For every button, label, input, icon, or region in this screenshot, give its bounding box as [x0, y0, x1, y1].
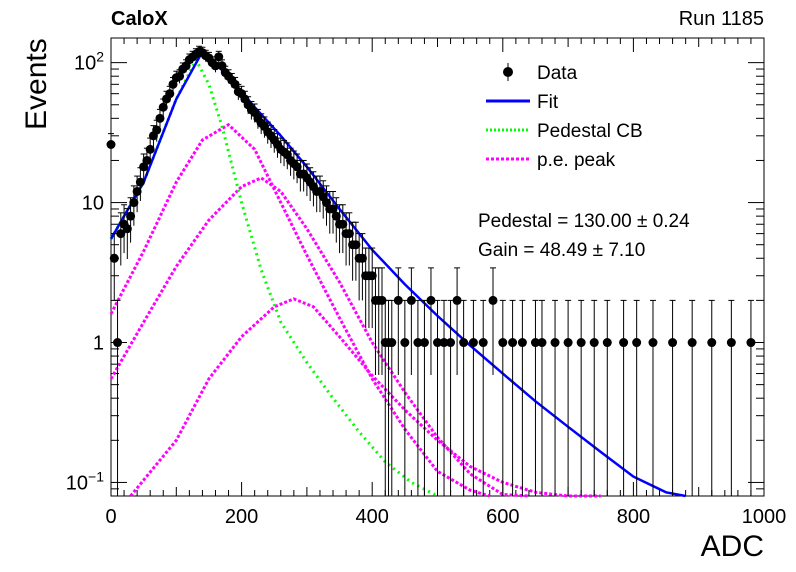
x-tick-label: 800 — [617, 506, 650, 528]
data-point — [576, 338, 586, 348]
data-points — [106, 45, 756, 496]
x-tick-label: 600 — [486, 506, 519, 528]
data-point — [357, 253, 367, 263]
data-point — [367, 271, 377, 281]
data-point — [707, 338, 717, 348]
data-point — [478, 338, 488, 348]
data-point — [746, 338, 756, 348]
y-axis-label: Events — [20, 38, 53, 130]
data-point — [135, 177, 145, 187]
data-point — [132, 186, 142, 196]
data-point — [419, 338, 429, 348]
x-tick-label: 400 — [356, 506, 389, 528]
data-point — [116, 229, 126, 239]
data-point — [406, 295, 416, 305]
data-point — [433, 338, 442, 348]
pedestal-stat: Pedestal = 130.00 ± 0.24 — [478, 211, 690, 232]
data-point — [537, 338, 547, 348]
legend-label: p.e. peak — [537, 150, 616, 171]
data-point — [468, 338, 478, 348]
pe-peak-curve-1 — [109, 122, 491, 498]
data-point — [498, 338, 508, 348]
gain-stat: Gain = 48.49 ± 7.10 — [478, 240, 646, 261]
run-label: Run 1185 — [678, 8, 764, 30]
data-point — [550, 338, 560, 348]
data-point — [439, 338, 449, 348]
data-point — [619, 338, 629, 348]
data-point — [214, 52, 224, 62]
x-tick-label: 1000 — [742, 506, 787, 528]
legend-marker — [503, 67, 513, 77]
data-point — [109, 253, 119, 263]
data-point — [508, 338, 518, 348]
data-point — [648, 338, 658, 348]
data-point — [668, 338, 678, 348]
data-point — [129, 198, 139, 208]
legend-label: Fit — [537, 92, 559, 113]
data-point — [530, 338, 540, 348]
data-point — [459, 338, 469, 348]
data-point — [517, 338, 527, 348]
data-point — [351, 240, 361, 250]
data-point — [377, 295, 387, 305]
data-point — [426, 295, 436, 305]
data-point — [145, 144, 155, 154]
data-point — [217, 61, 227, 71]
data-point — [446, 338, 456, 348]
data-point — [106, 140, 116, 150]
data-point — [413, 338, 423, 348]
data-point — [452, 295, 462, 305]
y-tick-label: 102 — [74, 49, 104, 75]
data-point — [488, 295, 498, 305]
data-point — [726, 338, 736, 348]
data-point — [400, 338, 410, 348]
data-point — [331, 211, 341, 221]
y-axis: 10−1 1 10 102 — [66, 49, 764, 497]
data-point — [113, 338, 123, 348]
data-point — [387, 338, 397, 348]
data-point — [230, 79, 240, 89]
x-tick-label: 0 — [105, 506, 116, 528]
data-point — [344, 229, 354, 239]
y-tick-label: 1 — [93, 333, 104, 355]
data-point — [338, 219, 348, 229]
x-axis: 0 200 400 600 800 1000 — [105, 38, 786, 528]
data-point — [589, 338, 599, 348]
data-point — [155, 113, 165, 123]
pe-peak-curve-3 — [129, 297, 601, 498]
pe-peak-curve-2 — [109, 176, 529, 498]
data-point — [687, 338, 697, 348]
data-point — [152, 125, 162, 135]
data-point — [175, 71, 185, 81]
data-point — [210, 61, 220, 71]
data-point — [126, 211, 136, 221]
legend-label: Pedestal CB — [537, 121, 643, 142]
data-point — [158, 102, 168, 112]
data-point — [632, 338, 642, 348]
data-point — [393, 295, 403, 305]
x-tick-label: 200 — [225, 506, 258, 528]
legend-label: Data — [537, 63, 578, 84]
data-point — [142, 155, 152, 165]
data-point — [292, 162, 302, 172]
x-axis-label: ADC — [700, 530, 764, 563]
data-point — [328, 204, 338, 214]
y-tick-label: 10 — [82, 193, 104, 215]
data-point — [602, 338, 612, 348]
data-point — [122, 224, 132, 234]
experiment-label: CaloX — [111, 8, 168, 30]
y-tick-label: 10−1 — [66, 468, 104, 494]
data-point — [563, 338, 573, 348]
data-point — [165, 89, 175, 99]
legend: Data Fit Pedestal CB p.e. peak — [486, 63, 643, 171]
